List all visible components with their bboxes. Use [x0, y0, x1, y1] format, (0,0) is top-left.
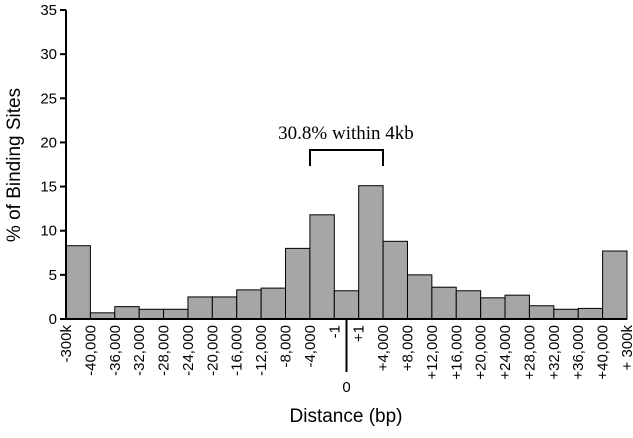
x-tick-label: -20,000 [204, 325, 221, 376]
bar [114, 306, 140, 320]
x-tick-label: -300k [58, 325, 75, 363]
bar [528, 305, 555, 320]
x-tick-label: -1 [326, 325, 343, 338]
x-tick-label: -40,000 [82, 325, 99, 376]
bar [187, 296, 213, 320]
x-tick-label: +16,000 [448, 325, 465, 380]
y-tick-label: 35 [40, 2, 57, 19]
bar [309, 214, 335, 320]
bar [163, 308, 189, 320]
annotation: 30.8% within 4kb [278, 123, 414, 144]
x-tick-label: +20,000 [473, 325, 490, 380]
x-tick-label: +8,000 [399, 325, 416, 371]
y-axis-label: % of Binding Sites [4, 88, 25, 242]
x-tick-label: +40,000 [595, 325, 612, 380]
x-tick-label: -28,000 [156, 325, 173, 376]
x-tick-label: -24,000 [180, 325, 197, 376]
x-tick-label: -12,000 [253, 325, 270, 376]
x-tick-label: -36,000 [107, 325, 124, 376]
bar [431, 286, 457, 320]
x-tick-label: -4,000 [302, 325, 319, 368]
bar [333, 290, 360, 320]
bar [211, 296, 238, 320]
y-tick-label: 0 [49, 311, 57, 328]
y-tick-label: 10 [40, 223, 57, 240]
bar [260, 287, 287, 320]
y-tick-label: 25 [40, 90, 57, 107]
x-tick-label: +12,000 [424, 325, 441, 380]
y-tick-label: 15 [40, 179, 57, 196]
bar [602, 250, 628, 320]
x-tick-label: +32,000 [546, 325, 563, 380]
x-tick-label: +28,000 [521, 325, 538, 380]
x-tick-label: -32,000 [131, 325, 148, 376]
bar [577, 307, 604, 320]
x-tick-label: -16,000 [229, 325, 246, 376]
bar [406, 274, 433, 320]
x-axis-label: Distance (bp) [290, 406, 403, 427]
bar [480, 297, 506, 320]
bar [285, 247, 311, 320]
bar [138, 308, 165, 320]
y-tick-label: 5 [49, 267, 57, 284]
bar [382, 240, 408, 320]
x-tick-label: +24,000 [497, 325, 514, 380]
x-tick-label: + 300k [619, 325, 633, 371]
x-tick-label: +36,000 [570, 325, 587, 380]
y-tick-label: 20 [40, 134, 57, 151]
x-tick-label: +4,000 [375, 325, 392, 371]
bar [358, 185, 384, 320]
x-tick-label: -8,000 [278, 325, 295, 368]
bar [455, 290, 482, 320]
bar [504, 294, 530, 320]
bar [553, 308, 579, 320]
center-label: 0 [342, 379, 350, 396]
x-tick-label: +1 [351, 325, 368, 342]
y-tick-label: 30 [40, 46, 57, 63]
bar [65, 245, 91, 320]
annotation-bracket [309, 149, 384, 166]
bar [236, 289, 262, 320]
